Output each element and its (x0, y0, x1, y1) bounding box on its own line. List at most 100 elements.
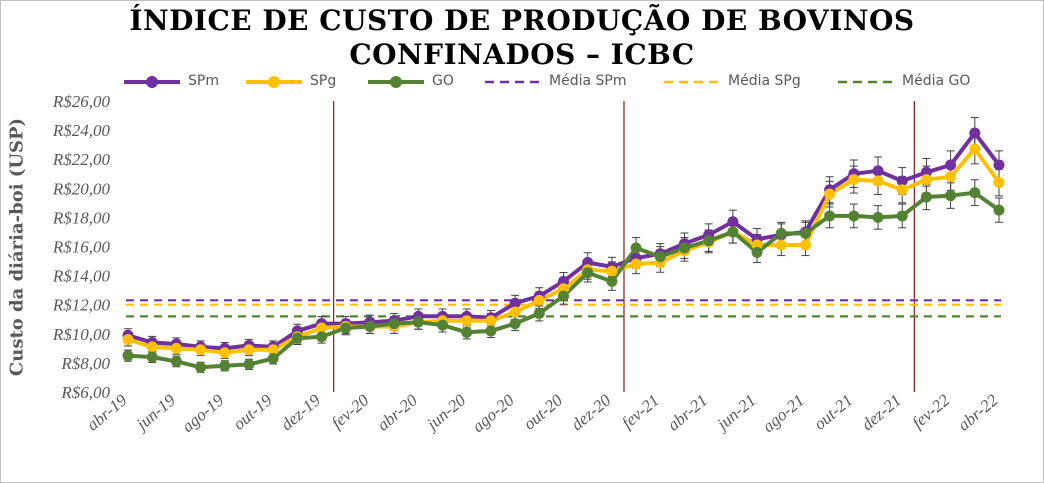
legend-label-media-spm: Média SPm (549, 73, 627, 89)
x-tick-label: fev-20 (328, 390, 373, 432)
data-point-go (461, 326, 473, 338)
data-point-spg (606, 265, 618, 277)
y-tick-label: R$16,00 (52, 238, 111, 257)
data-point-spm (509, 297, 521, 309)
y-tick-label: R$22,00 (52, 150, 111, 169)
data-point-spg (485, 315, 497, 327)
data-point-spg (872, 175, 884, 187)
x-tick-label: out-20 (520, 390, 567, 433)
legend-label-spg: SPg (310, 73, 337, 89)
x-tick-label: dez-19 (277, 390, 324, 434)
x-tick-label: dez-21 (858, 391, 905, 435)
data-point-spg (146, 341, 158, 353)
y-tick-label: R$14,00 (52, 267, 111, 286)
data-point-go (848, 210, 860, 222)
data-point-go (558, 290, 569, 302)
data-point-go (727, 226, 739, 238)
legend-label-media-go: Média GO (902, 73, 971, 89)
data-point-go (945, 190, 957, 202)
data-point-spg (267, 344, 279, 356)
x-tick-label: dez-20 (568, 390, 615, 434)
data-point-spg (993, 176, 1005, 188)
data-point-go (146, 351, 158, 363)
data-point-go (582, 267, 594, 279)
data-point-go (872, 211, 884, 223)
data-point-go (122, 350, 134, 362)
data-point-go (316, 331, 328, 343)
data-point-go (170, 355, 182, 367)
legend-label-go: GO (432, 73, 454, 89)
data-point-spg (848, 174, 860, 186)
data-point-go (775, 227, 787, 239)
data-point-spg (461, 315, 473, 327)
data-point-spm (896, 175, 908, 187)
data-point-go (969, 187, 981, 199)
x-tick-label: fev-21 (618, 391, 663, 433)
data-point-spg (896, 184, 908, 196)
data-point-spg (122, 334, 134, 346)
data-point-spg (533, 294, 545, 306)
data-point-spg (243, 344, 255, 356)
data-point-go (799, 227, 811, 239)
data-point-go (267, 353, 279, 365)
data-point-go (412, 316, 424, 328)
y-tick-label: R$18,00 (52, 208, 111, 227)
x-tick-label: ago-20 (469, 390, 518, 436)
data-point-go (340, 322, 352, 334)
x-tick-label: abr-21 (664, 391, 711, 435)
legend-label-spm: SPm (188, 73, 219, 89)
data-point-spm (727, 216, 739, 228)
data-point-go (533, 307, 545, 319)
data-point-go (896, 210, 908, 222)
data-point-spm (945, 159, 957, 171)
data-point-go (485, 325, 497, 337)
data-point-go (993, 204, 1005, 216)
series-line-spg (127, 147, 1001, 355)
data-point-go (509, 318, 521, 330)
data-point-spm (872, 165, 884, 177)
x-tick-label: out-19 (230, 390, 277, 433)
data-point-spg (630, 258, 642, 270)
x-tick-label: jun-19 (131, 390, 179, 435)
data-point-go (606, 275, 618, 287)
data-point-go (388, 318, 400, 330)
data-point-spg (799, 239, 811, 251)
chart-title-line-1: ÍNDICE DE CUSTO DE PRODUÇÃO DE BOVINOS (129, 4, 915, 37)
y-tick-label: R$26,00 (52, 92, 111, 111)
data-point-go (364, 321, 376, 333)
data-point-spm (993, 159, 1005, 171)
x-tick-label: ago-21 (759, 391, 808, 437)
data-point-go (219, 360, 231, 372)
data-point-go (678, 242, 690, 254)
data-point-spg (509, 306, 521, 318)
data-point-go (703, 235, 715, 247)
x-tick-label: fev-22 (908, 390, 953, 432)
x-tick-label: jun-21 (712, 391, 760, 435)
data-point-go (751, 246, 763, 258)
data-point-go (437, 319, 449, 331)
y-tick-label: R$8,00 (60, 354, 110, 373)
data-point-spg (824, 188, 836, 200)
x-tick-label: abr-20 (374, 390, 422, 434)
data-point-spg (775, 239, 787, 251)
data-point-go (195, 361, 207, 373)
data-point-spm (969, 127, 981, 139)
x-tick-label: jun-20 (422, 390, 470, 435)
data-point-go (630, 242, 642, 254)
data-point-spg (316, 322, 328, 334)
data-point-spg (945, 171, 957, 183)
chart-title-line-2: CONFINADOS – ICBC (349, 38, 695, 71)
x-tick-label: out-21 (810, 391, 856, 434)
data-point-go (243, 358, 255, 370)
data-point-go (824, 210, 836, 222)
legend-label-media-spg: Média SPg (728, 73, 801, 89)
data-point-spg (195, 344, 207, 356)
legend: SPm SPg GO Média SPm Média SPg Média GO (0, 70, 1044, 94)
data-point-go (291, 332, 303, 344)
y-tick-label: R$10,00 (52, 325, 111, 344)
data-point-spg (969, 143, 981, 155)
y-tick-label: R$24,00 (52, 121, 111, 140)
data-point-go (920, 191, 932, 203)
y-tick-label: R$20,00 (52, 179, 111, 198)
